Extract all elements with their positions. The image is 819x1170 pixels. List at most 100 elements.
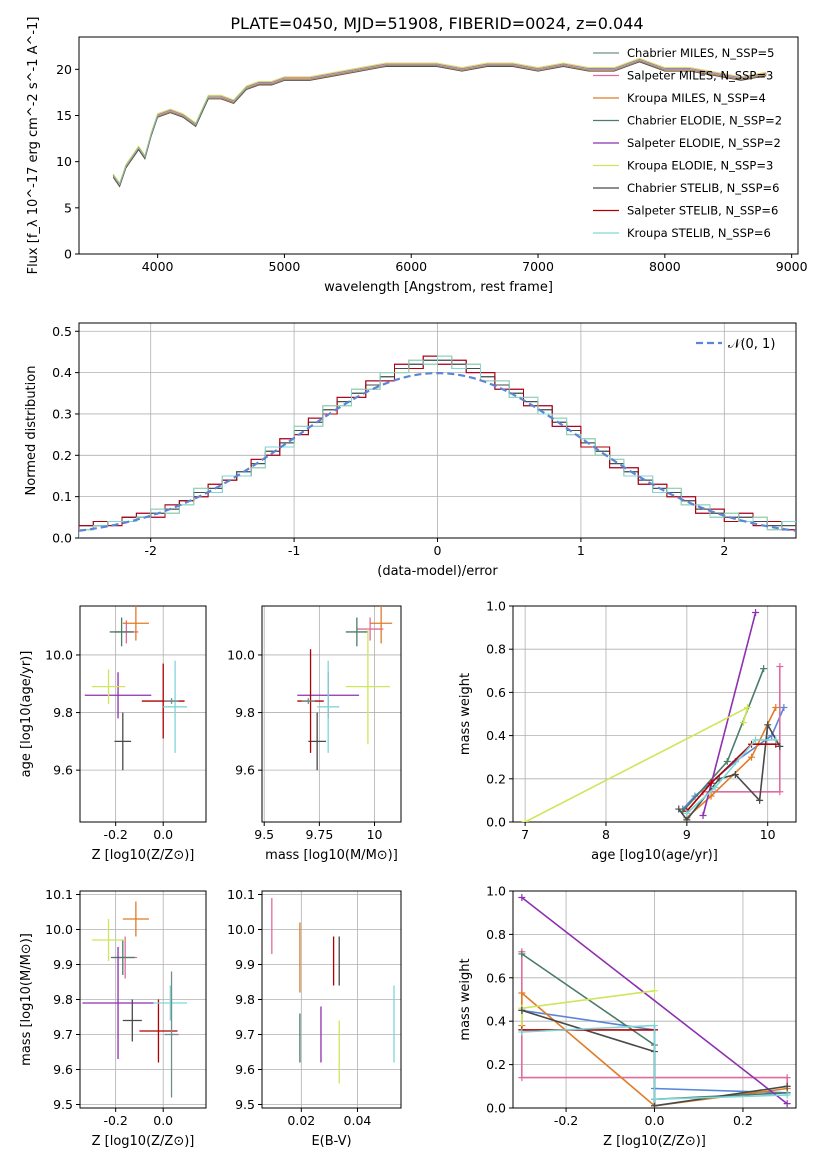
legend-entry: Chabrier MILES, N_SSP=5 [627, 46, 774, 60]
point-marker [776, 662, 784, 670]
point-marker [521, 818, 529, 822]
x-axis-label: Z [log10(Z/Z⊙)] [92, 1134, 195, 1149]
x-tick-label: 9.75 [305, 827, 333, 842]
spectrum-lines [112, 57, 767, 188]
y-tick-label: 10.0 [227, 922, 255, 937]
y-tick-label: 9.6 [53, 763, 73, 778]
point-marker [760, 665, 768, 673]
massweight-vs-z-lines [518, 894, 791, 1108]
x-axis-label: Z [log10(Z/Z⊙)] [92, 848, 195, 863]
normal-curve [79, 372, 796, 532]
x-tick-label: -1 [288, 543, 300, 558]
x-tick-label: 7 [521, 827, 529, 842]
x-tick-label: -0.2 [554, 1113, 578, 1128]
age-vs-z-axes: -0.2 0.0 9.6 9.8 10.0 Z [log10(Z/Z⊙)] age [log… [19, 605, 207, 863]
legend-entry: Kroupa MILES, N_SSP=4 [627, 91, 766, 105]
point-marker [651, 1095, 658, 1103]
y-tick-label: 0.5 [52, 324, 72, 339]
point-marker [764, 721, 772, 729]
y-tick-label: 0.2 [486, 771, 506, 786]
y-tick-label: 9.7 [53, 1027, 73, 1042]
spectrum-series-line [112, 59, 767, 186]
x-tick-label: 6000 [395, 259, 427, 274]
x-tick-label: 0 [434, 543, 442, 558]
y-tick-label: 5 [64, 200, 72, 215]
y-tick-label: 0.8 [486, 642, 506, 657]
point-marker [651, 1102, 658, 1108]
y-tick-label: 10 [56, 154, 72, 169]
residuals-axes: -2 -1 0 1 2 0.0 0.1 0.2 0.3 0.4 0.5 (data-model)/er… [24, 322, 797, 579]
y-tick-label: 0.0 [486, 1101, 506, 1116]
legend-entry: 𝒩(0, 1) [728, 337, 775, 352]
point-marker [651, 1022, 658, 1030]
y-tick-label: 10.1 [227, 887, 255, 902]
y-axis-label: mass weight [458, 673, 473, 755]
y-tick-label: 1.0 [486, 884, 506, 899]
legend-entry: Kroupa ELODIE, N_SSP=3 [627, 159, 773, 173]
x-tick-label: 7000 [522, 259, 554, 274]
point-marker [731, 770, 739, 778]
x-tick-label: 2 [720, 543, 728, 558]
point-marker [783, 1100, 791, 1108]
point-marker [518, 950, 526, 958]
y-tick-label: 9.8 [235, 705, 255, 720]
mass-vs-ebv-points [271, 898, 395, 1084]
spectrum-axes: 4000 5000 6000 7000 8000 9000 0 5 10 15 20 waveleng… [26, 17, 808, 295]
massweight-vs-age-frame [512, 605, 797, 823]
point-marker [752, 736, 760, 744]
mass-weight-line [686, 743, 776, 812]
histogram-layer [79, 355, 796, 538]
point-marker [752, 608, 760, 616]
legend-entry: Salpeter ELODIE, N_SSP=2 [627, 136, 781, 150]
point-marker [743, 704, 751, 712]
mass-vs-z-axes: -0.2 0.0 9.5 9.6 9.7 9.8 9.9 10.0 10.1 Z [log10(Z… [19, 887, 207, 1149]
point-marker [748, 753, 756, 761]
x-tick-label: 8000 [649, 259, 681, 274]
x-axis-label: mass [log10(M/M⊙)] [265, 848, 398, 863]
point-marker [780, 704, 788, 712]
y-tick-label: 9.5 [53, 1097, 73, 1112]
y-axis-label: Normed distribution [24, 366, 39, 496]
y-tick-label: 15 [56, 108, 72, 123]
y-tick-label: 9.6 [235, 1062, 255, 1077]
y-tick-label: 0.4 [486, 1014, 506, 1029]
point-marker [651, 987, 658, 995]
x-tick-label: 0.0 [153, 1113, 173, 1128]
mass-weight-line [686, 739, 776, 814]
mass-vs-z-points [82, 901, 187, 1098]
x-tick-label: -0.2 [103, 827, 127, 842]
x-tick-label: 0.0 [153, 827, 173, 842]
spectrum-series-line [112, 61, 767, 188]
y-tick-label: 20 [56, 62, 72, 77]
x-axis-label: E(B-V) [311, 1134, 351, 1149]
y-tick-label: 0.0 [486, 815, 506, 830]
x-tick-label: 0.0 [645, 1113, 665, 1128]
x-tick-label: 5000 [269, 259, 301, 274]
massweight-vs-age-lines [521, 608, 788, 822]
y-tick-label: 10.0 [227, 647, 255, 662]
legend-entry: Salpeter STELIB, N_SSP=6 [627, 204, 778, 218]
y-tick-label: 0.6 [486, 970, 506, 985]
mass-weight-line [686, 707, 777, 819]
figure-title: PLATE=0450, MJD=51908, FIBERID=0024, z=0… [230, 14, 643, 33]
x-tick-label: -2 [144, 543, 156, 558]
legend-entry: Chabrier STELIB, N_SSP=6 [627, 181, 779, 195]
y-axis-label: age [log10(age/yr)] [19, 651, 34, 778]
mass-weight-line [521, 896, 788, 1105]
x-tick-label: 1 [577, 543, 585, 558]
y-tick-label: 0.4 [52, 365, 72, 380]
y-tick-label: 0.4 [486, 728, 506, 743]
y-tick-label: 0.2 [52, 448, 72, 463]
point-marker [739, 719, 747, 727]
y-tick-label: 9.8 [53, 992, 73, 1007]
y-axis-label: mass weight [458, 958, 473, 1040]
point-marker [723, 758, 731, 766]
point-marker [711, 783, 719, 791]
legend-entry: Chabrier ELODIE, N_SSP=2 [627, 114, 782, 128]
x-tick-label: 4000 [142, 259, 174, 274]
point-marker [756, 796, 764, 804]
age-vs-z-frame [79, 605, 207, 823]
point-marker [783, 1074, 791, 1082]
y-tick-label: 0.3 [52, 406, 72, 421]
